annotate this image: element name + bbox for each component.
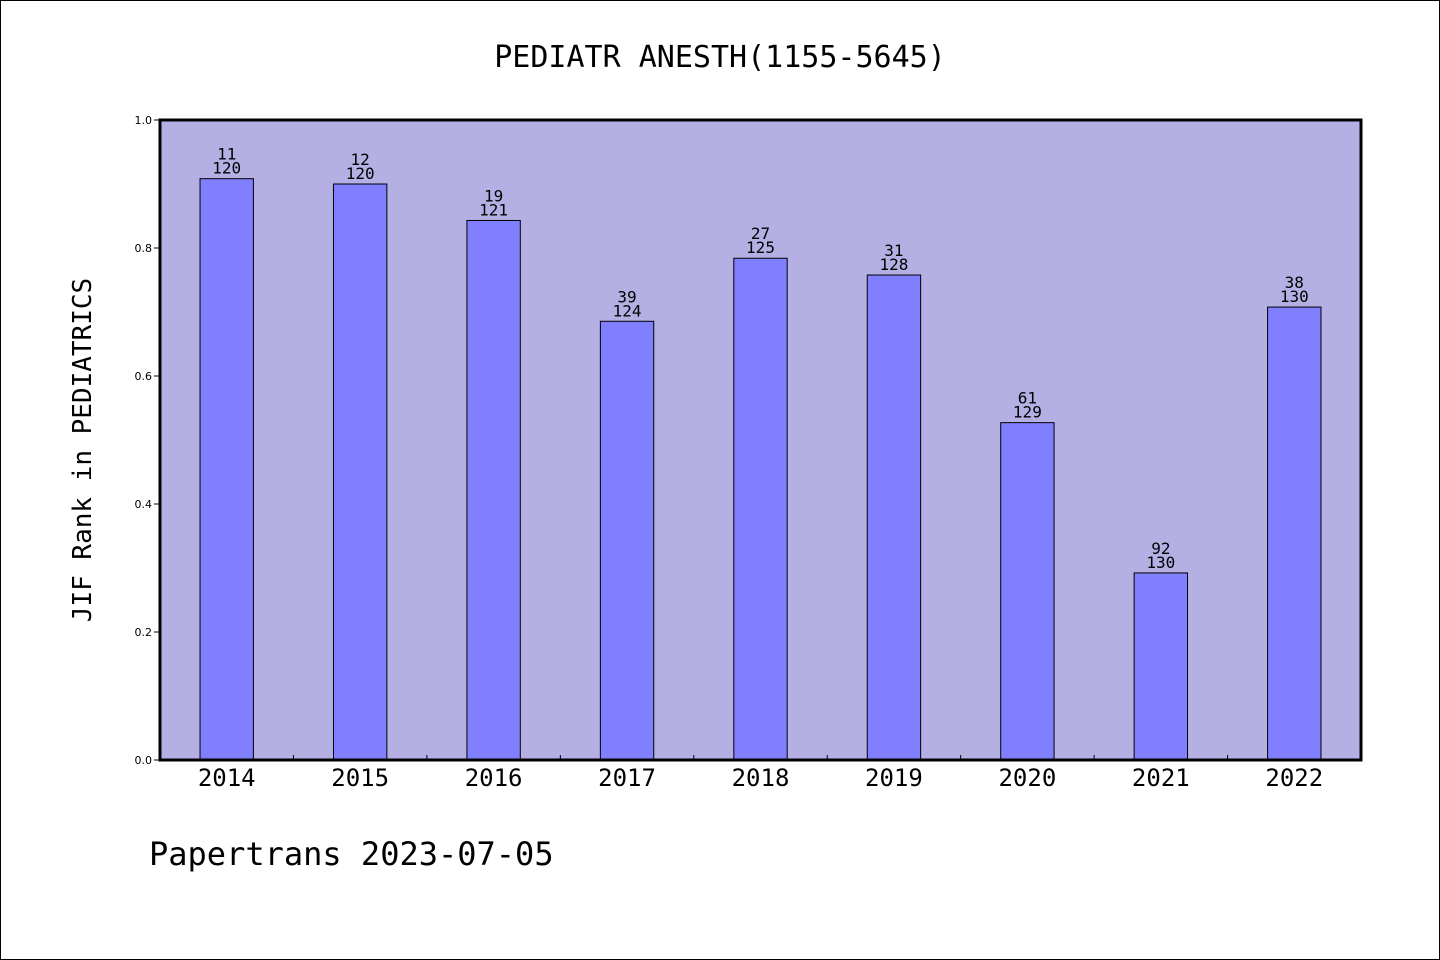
bar-2017 xyxy=(599,320,655,761)
bar-2022 xyxy=(1267,306,1322,761)
x-tick-label: 2020 xyxy=(998,764,1056,792)
bar-rank-label: 92 xyxy=(1151,539,1170,558)
x-tick-label: 2022 xyxy=(1265,764,1323,792)
plot-border xyxy=(158,118,1363,762)
bar-total-label: 128 xyxy=(879,255,908,274)
footer-watermark: Papertrans 2023-07-05 xyxy=(149,835,554,873)
x-tick-label: 2017 xyxy=(598,764,656,792)
bar-rank-label: 61 xyxy=(1018,389,1037,408)
x-tick-label: 2018 xyxy=(732,764,790,792)
bar-rank-label: 38 xyxy=(1285,273,1304,292)
bar-rank-label: 27 xyxy=(751,224,770,243)
bars-group xyxy=(199,178,1322,761)
bar-total-label: 120 xyxy=(212,159,241,178)
y-ticks-group: 0.0 0.2 0.4 0.6 0.8 1.0 xyxy=(135,114,160,767)
bar-2014 xyxy=(199,178,254,761)
bar-total-label: 130 xyxy=(1146,553,1175,572)
bar-total-label: 121 xyxy=(479,200,508,219)
y-tick-label: 0.0 xyxy=(135,754,153,767)
bar-rank-label: 39 xyxy=(617,287,636,306)
bar-rank-label: 31 xyxy=(884,241,903,260)
y-axis-label: JIF Rank in PEDIATRICS xyxy=(68,278,98,622)
y-tick-label: 0.2 xyxy=(135,626,153,639)
bar-total-label: 129 xyxy=(1013,403,1042,422)
x-tick-label: 2016 xyxy=(465,764,523,792)
x-tick-label: 2021 xyxy=(1132,764,1190,792)
bar-total-label: 125 xyxy=(746,238,775,257)
y-tick-label: 1.0 xyxy=(135,114,153,127)
bar-2021 xyxy=(1133,572,1189,761)
x-tick-label: 2014 xyxy=(198,764,256,792)
x-tick-label: 2015 xyxy=(331,764,389,792)
bar-2015 xyxy=(332,183,388,761)
bar-total-label: 130 xyxy=(1280,287,1309,306)
y-tick-label: 0.4 xyxy=(135,498,153,511)
bar-rank-label: 12 xyxy=(351,150,370,169)
bar-2020 xyxy=(1000,422,1055,761)
y-tick-label: 0.8 xyxy=(135,242,153,255)
y-tick-label: 0.6 xyxy=(135,370,153,383)
bar-total-label: 120 xyxy=(346,164,375,183)
chart-title: PEDIATR ANESTH(1155-5645) xyxy=(494,40,946,75)
x-ticks-group: 2014 2015 2016 2017 2018 2019 2020 2021 2022 xyxy=(198,755,1323,792)
bar-rank-label: 11 xyxy=(217,145,236,164)
bar-2019 xyxy=(866,274,922,761)
x-tick-label: 2019 xyxy=(865,764,923,792)
bar-rank-label: 19 xyxy=(484,186,503,205)
bar-2016 xyxy=(466,219,521,761)
bar-total-label: 124 xyxy=(613,301,642,320)
bar-2018 xyxy=(733,257,788,761)
